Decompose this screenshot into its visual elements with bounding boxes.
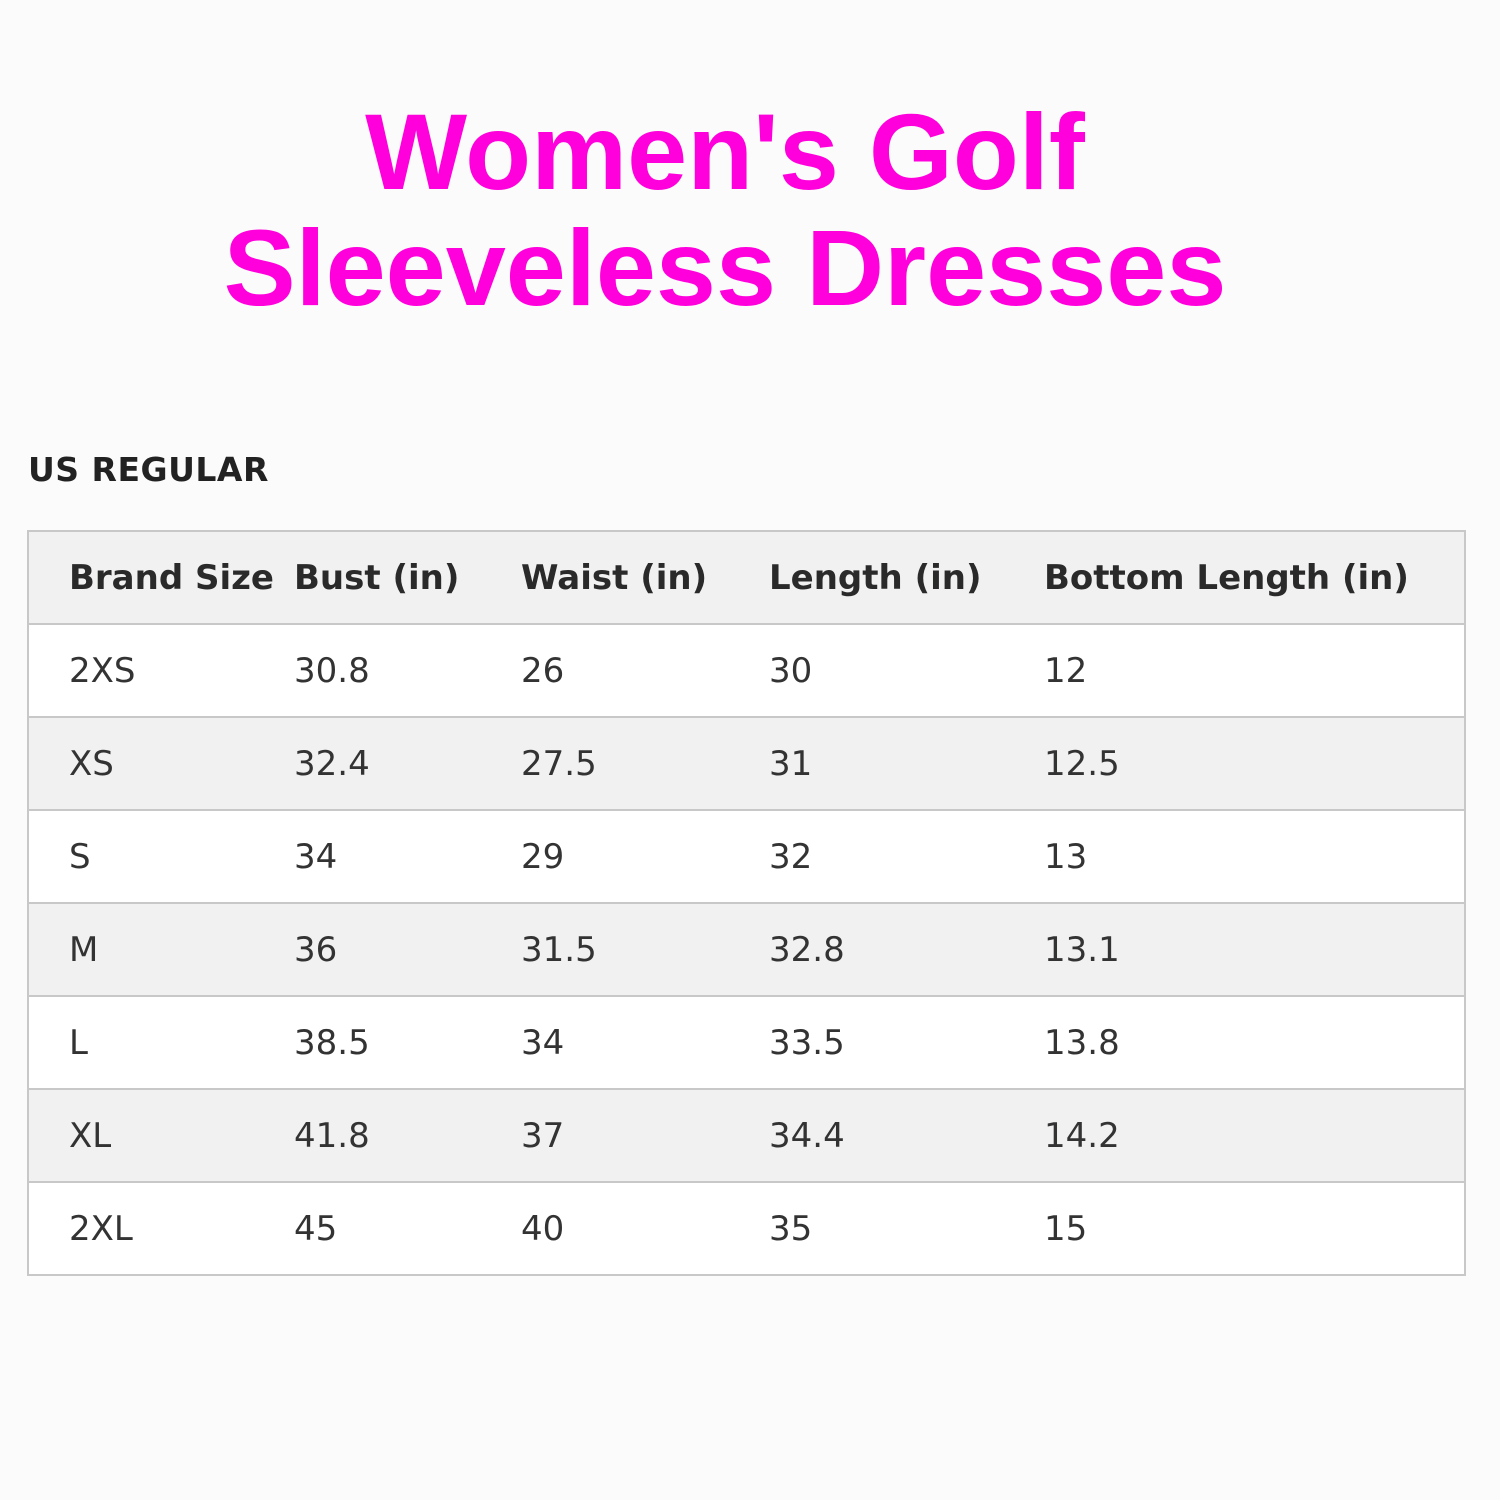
cell-bust: 30.8 [294,624,521,718]
cell-length: 31 [769,717,1044,811]
header-waist: Waist (in) [521,531,769,625]
cell-bottom-length: 13.1 [1044,903,1465,997]
title-line-2: Sleeveless Dresses [223,207,1227,328]
cell-brand-size: XL [28,1089,294,1183]
cell-bust: 36 [294,903,521,997]
cell-waist: 26 [521,624,769,718]
title-line-1: Women's Golf [365,91,1085,212]
cell-bottom-length: 12.5 [1044,717,1465,811]
cell-bust: 45 [294,1182,521,1276]
cell-length: 34.4 [769,1089,1044,1183]
table-row: 2XL 45 40 35 15 [28,1182,1465,1276]
cell-brand-size: M [28,903,294,997]
cell-bottom-length: 13.8 [1044,996,1465,1090]
cell-length: 32.8 [769,903,1044,997]
cell-waist: 40 [521,1182,769,1276]
table-row: L 38.5 34 33.5 13.8 [28,996,1465,1090]
header-length: Length (in) [769,531,1044,625]
cell-brand-size: S [28,810,294,904]
cell-brand-size: XS [28,717,294,811]
cell-waist: 37 [521,1089,769,1183]
cell-length: 32 [769,810,1044,904]
cell-bust: 41.8 [294,1089,521,1183]
header-bottom-length: Bottom Length (in) [1044,531,1465,625]
cell-bottom-length: 14.2 [1044,1089,1465,1183]
cell-bust: 38.5 [294,996,521,1090]
section-label: US REGULAR [28,450,269,489]
cell-length: 33.5 [769,996,1044,1090]
table-row: M 36 31.5 32.8 13.1 [28,903,1465,997]
cell-bottom-length: 12 [1044,624,1465,718]
size-chart-table: Brand Size Bust (in) Waist (in) Length (… [27,530,1466,1276]
table-row: S 34 29 32 13 [28,810,1465,904]
cell-waist: 31.5 [521,903,769,997]
table-header-row: Brand Size Bust (in) Waist (in) Length (… [28,531,1465,625]
cell-waist: 29 [521,810,769,904]
cell-bust: 34 [294,810,521,904]
table-row: XS 32.4 27.5 31 12.5 [28,717,1465,811]
cell-length: 35 [769,1182,1044,1276]
header-brand-size: Brand Size [28,531,294,625]
cell-brand-size: L [28,996,294,1090]
table-row: 2XS 30.8 26 30 12 [28,624,1465,718]
header-bust: Bust (in) [294,531,521,625]
cell-length: 30 [769,624,1044,718]
cell-bottom-length: 15 [1044,1182,1465,1276]
cell-bottom-length: 13 [1044,810,1465,904]
cell-waist: 27.5 [521,717,769,811]
cell-bust: 32.4 [294,717,521,811]
cell-waist: 34 [521,996,769,1090]
cell-brand-size: 2XL [28,1182,294,1276]
cell-brand-size: 2XS [28,624,294,718]
table-row: XL 41.8 37 34.4 14.2 [28,1089,1465,1183]
